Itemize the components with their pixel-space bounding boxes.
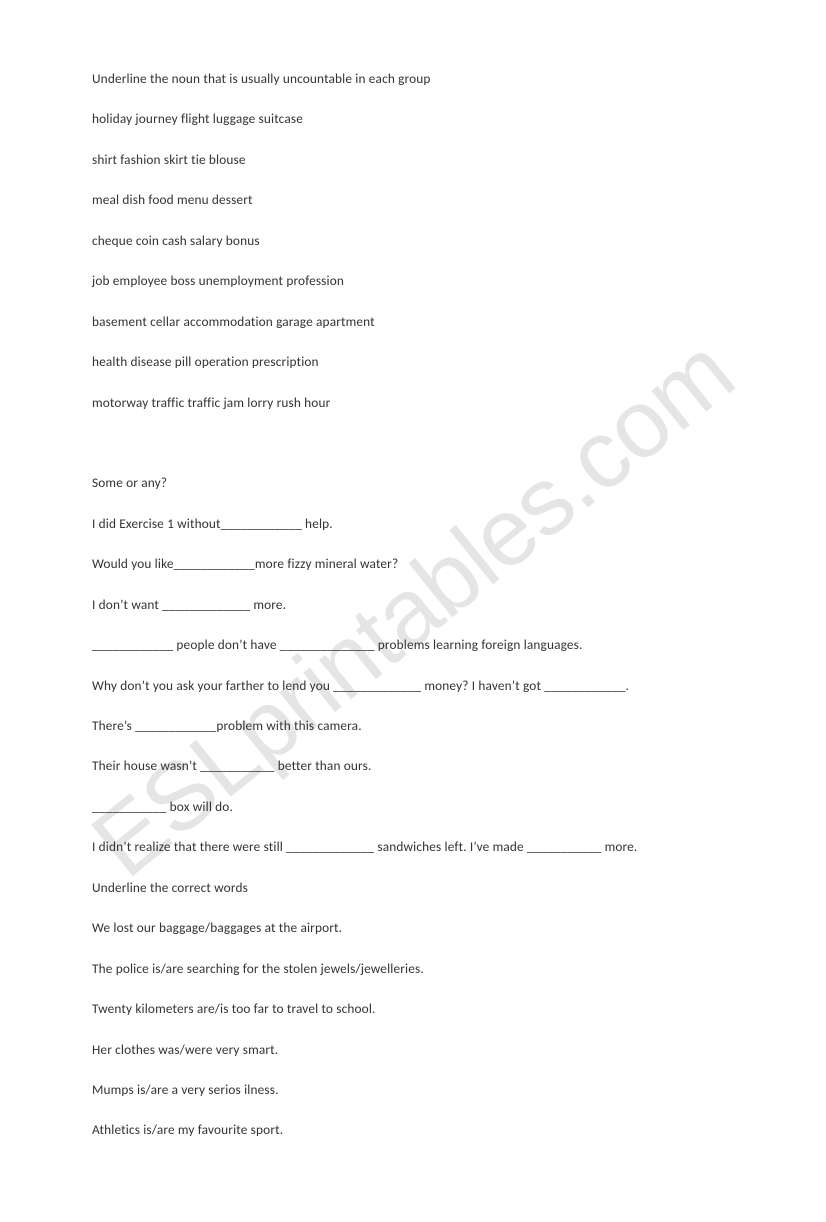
worksheet-line: We lost our baggage/baggages at the airp… — [92, 919, 734, 937]
lines-container: Underline the noun that is usually uncou… — [92, 70, 734, 1139]
worksheet-line: job employee boss unemployment professio… — [92, 272, 734, 290]
worksheet-line: Underline the noun that is usually uncou… — [92, 70, 734, 88]
worksheet-line: I did Exercise 1 without____________ hel… — [92, 515, 734, 533]
worksheet-line — [92, 434, 734, 452]
worksheet-line: Why don’t you ask your farther to lend y… — [92, 677, 734, 695]
worksheet-line: Athletics is/are my favourite sport. — [92, 1121, 734, 1139]
worksheet-line: There’s ____________problem with this ca… — [92, 717, 734, 735]
worksheet-line: I don’t want _____________ more. — [92, 596, 734, 614]
worksheet-line: Some or any? — [92, 474, 734, 492]
worksheet-line: meal dish food menu dessert — [92, 191, 734, 209]
worksheet-line: ___________ box will do. — [92, 798, 734, 816]
worksheet-line: Underline the correct words — [92, 879, 734, 897]
worksheet-line: holiday journey flight luggage suitcase — [92, 110, 734, 128]
worksheet-line: I didn’t realize that there were still _… — [92, 838, 734, 856]
worksheet-line: Twenty kilometers are/is too far to trav… — [92, 1000, 734, 1018]
worksheet-line: cheque coin cash salary bonus — [92, 232, 734, 250]
worksheet-line: Mumps is/are a very serios ilness. — [92, 1081, 734, 1099]
worksheet-line: Her clothes was/were very smart. — [92, 1041, 734, 1059]
worksheet-line: The police is/are searching for the stol… — [92, 960, 734, 978]
worksheet-line: health disease pill operation prescripti… — [92, 353, 734, 371]
worksheet-line: shirt fashion skirt tie blouse — [92, 151, 734, 169]
document-page: Underline the noun that is usually uncou… — [0, 0, 826, 1222]
worksheet-line: motorway traffic traffic jam lorry rush … — [92, 394, 734, 412]
worksheet-line: Their house wasn’t ___________ better th… — [92, 757, 734, 775]
worksheet-line: Would you like____________more fizzy min… — [92, 555, 734, 573]
worksheet-line: basement cellar accommodation garage apa… — [92, 313, 734, 331]
worksheet-line: ____________ people don’t have _________… — [92, 636, 734, 654]
